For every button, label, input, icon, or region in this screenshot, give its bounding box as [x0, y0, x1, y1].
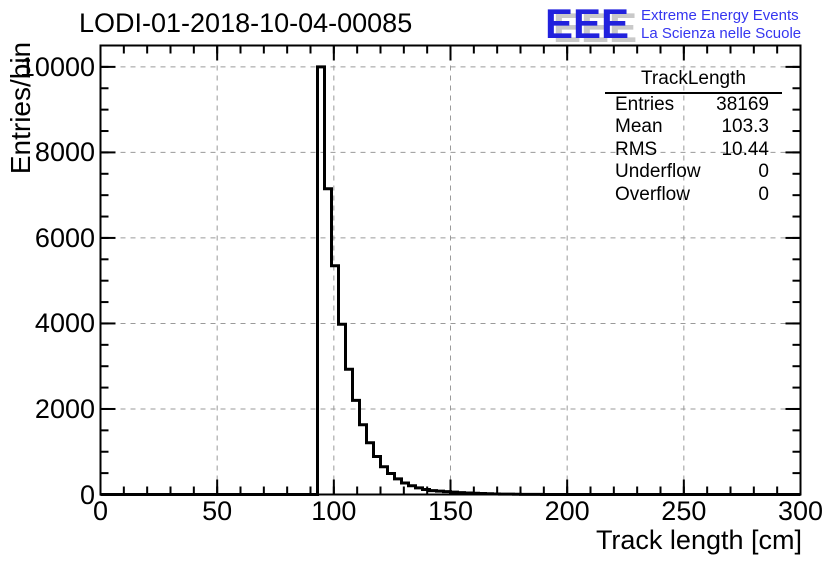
x-tick-label: 100: [311, 496, 357, 526]
stats-row: Entries 38169: [605, 94, 782, 116]
y-tick-label: 2000: [34, 393, 95, 424]
y-tick-label: 6000: [34, 222, 95, 253]
eee-logo-text: Extreme Energy Events La Scienza nelle S…: [641, 7, 801, 43]
stats-row-value: 38169: [716, 94, 769, 115]
x-axis-title: Track length [cm]: [595, 525, 802, 555]
eee-logo-line2: La Scienza nelle Scuole: [641, 25, 802, 42]
y-axis-title: Entries/bin: [5, 41, 36, 175]
x-tick-label: 150: [427, 496, 474, 526]
y-tick-label: 8000: [34, 137, 95, 168]
x-tick-label: 300: [777, 496, 824, 526]
page-title: LODI-01-2018-10-04-00085: [79, 8, 413, 38]
stats-row-label: Underflow: [615, 161, 701, 183]
x-tick-label: 0: [92, 496, 109, 526]
stats-row-label: RMS: [615, 138, 658, 160]
eee-logo-line1: Extreme Energy Events: [641, 7, 799, 24]
stats-row: RMS 10.44: [605, 139, 782, 161]
stats-row: Overflow 0: [605, 184, 782, 206]
x-tick-label: 200: [544, 496, 590, 526]
stats-row: Underflow 0: [605, 161, 782, 183]
stats-rows: Entries 38169 Mean 103.3 RMS 10.44 Underflow 0 O…: [605, 94, 782, 206]
y-tick-label: 10000: [19, 51, 95, 82]
stats-box: TrackLength Entries 38169 Mean 103.3 RMS 10.4…: [605, 68, 782, 206]
stats-box-title: TrackLength: [605, 68, 782, 94]
y-tick-label: 0: [79, 479, 95, 510]
stats-row: Mean 103.3: [605, 116, 782, 138]
x-tick-label: 250: [661, 496, 707, 526]
stats-row-value: 0: [758, 183, 769, 205]
stats-row-label: Overflow: [615, 183, 690, 205]
x-tick-label: 50: [202, 496, 233, 526]
stats-row-label: Entries: [615, 94, 675, 115]
stats-row-value: 103.3: [721, 116, 769, 138]
eee-logo: EEE Extreme Energy Events La Scienza nel…: [545, 0, 801, 47]
eee-logo-letters: EEE: [545, 0, 630, 47]
stats-row-value: 0: [758, 161, 769, 183]
y-tick-label: 4000: [34, 308, 95, 339]
stats-row-value: 10.44: [721, 138, 769, 160]
stats-row-label: Mean: [615, 116, 663, 138]
